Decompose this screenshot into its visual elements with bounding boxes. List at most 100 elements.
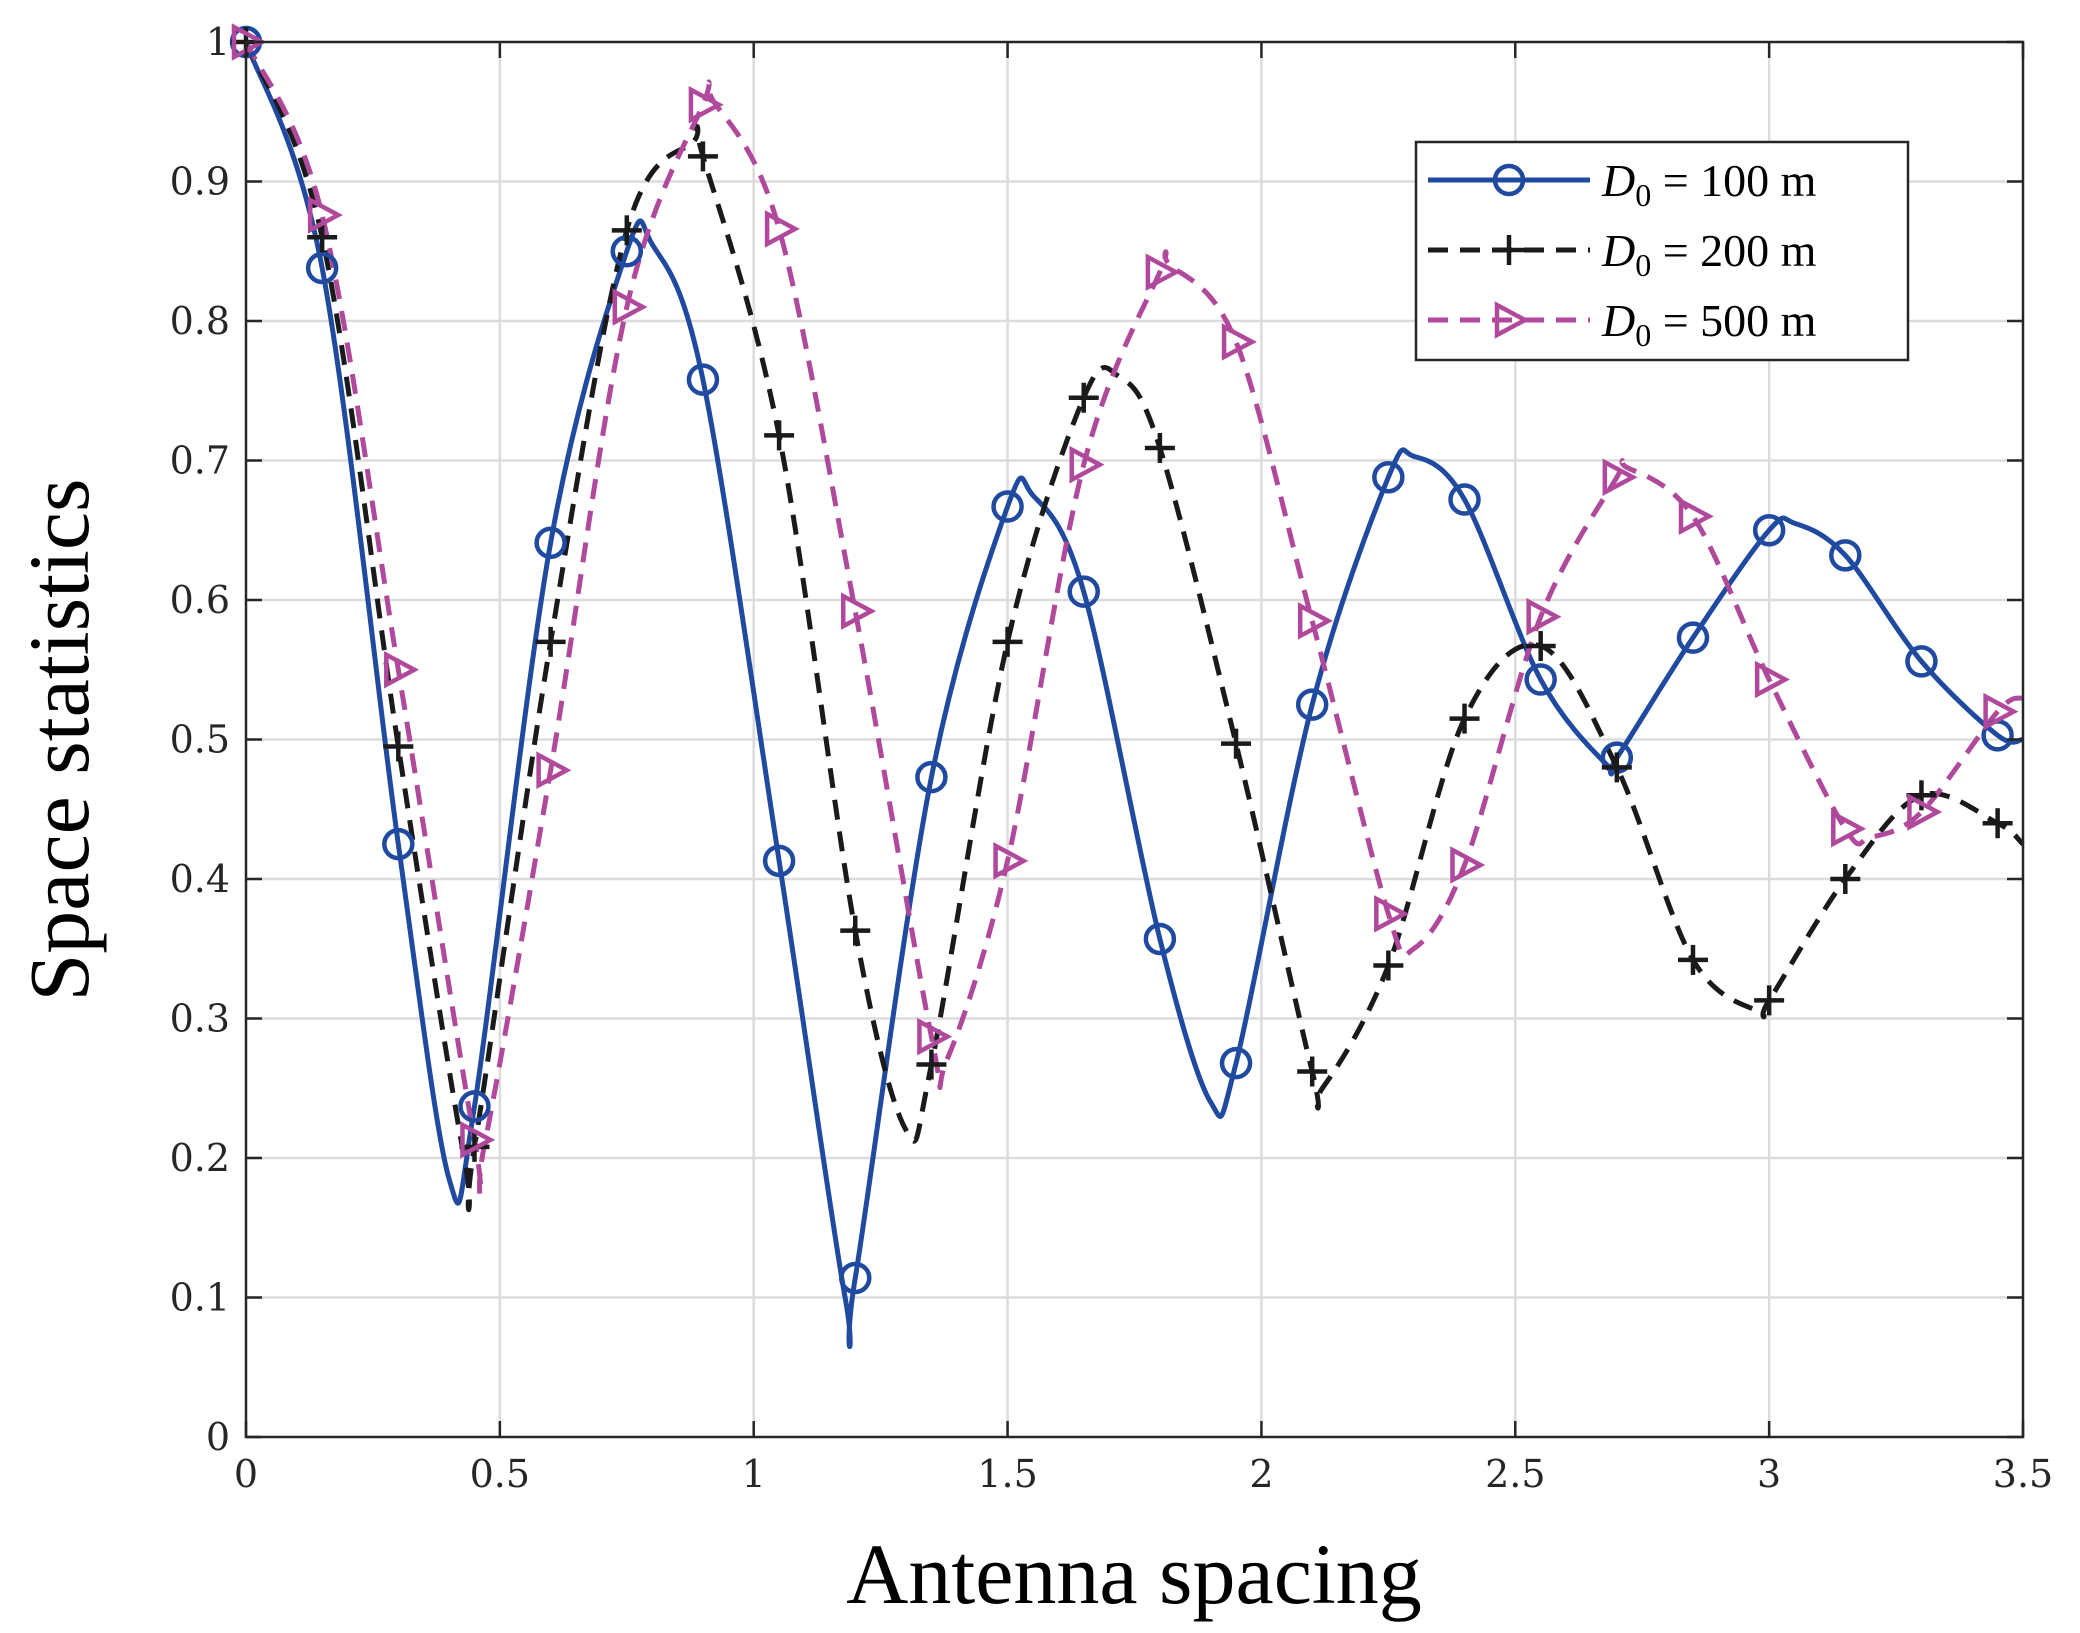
tick-labels: 0 0.5 1 1.5 2 2.5 3 3.5 0 0.1 0.2 0.3 0.4 0.5 0.6 0.7 0.…: [170, 20, 2054, 1496]
x-tick-label: 0.5: [470, 1452, 530, 1496]
data-point-d0--200-m: [1144, 432, 1175, 463]
data-point-d0--100-m: [839, 1261, 872, 1295]
data-point-d0--200-m: [1373, 950, 1404, 981]
data-point-d0--500-m: [1678, 497, 1714, 536]
legend-label-d0--500-m: D0 = 500 m: [1601, 295, 1817, 353]
x-tick-label: 3.5: [1993, 1452, 2053, 1496]
x-tick-label: 1.5: [977, 1452, 1037, 1496]
y-tick-label: 0.5: [170, 718, 230, 762]
data-point-d0--500-m: [231, 23, 267, 61]
y-tick-label: 1: [206, 20, 230, 64]
data-point-d0--500-m: [1221, 323, 1257, 361]
data-point-d0--100-m: [1143, 922, 1177, 956]
data-point-d0--200-m: [992, 626, 1023, 657]
data-point-d0--200-m: [1830, 864, 1861, 894]
data-point-d0--500-m: [307, 196, 343, 234]
y-tick-label: 0.9: [170, 160, 230, 204]
series-markers: [229, 23, 2019, 1295]
y-tick-label: 0.6: [170, 578, 230, 622]
series-line-d0--200-m: [243, 41, 2025, 1213]
data-point-d0--200-m: [1754, 985, 1785, 1016]
data-point-d0--200-m: [383, 731, 414, 762]
data-point-d0--500-m: [1145, 253, 1181, 291]
legend-marker-d0--100-m: [1492, 163, 1526, 197]
grid-lines: [246, 42, 2023, 1437]
data-point-d0--200-m: [1982, 808, 2013, 839]
x-tick-label: 2.5: [1485, 1452, 1545, 1496]
data-point-d0--100-m: [305, 251, 339, 285]
y-tick-label: 0.4: [170, 857, 230, 901]
data-point-d0--200-m: [1449, 703, 1480, 734]
data-point-d0--100-m: [991, 490, 1024, 523]
data-point-d0--500-m: [384, 650, 420, 689]
data-point-d0--500-m: [1602, 458, 1638, 496]
data-point-d0--500-m: [841, 592, 877, 630]
legend-marker-d0--500-m: [1494, 301, 1530, 339]
data-point-d0--100-m: [1676, 621, 1710, 654]
data-point-d0--200-m: [1525, 631, 1556, 662]
data-point-d0--200-m: [535, 626, 566, 657]
y-tick-label: 0.2: [170, 1136, 230, 1180]
data-point-d0--500-m: [1831, 810, 1867, 848]
data-point-d0--500-m: [993, 842, 1029, 880]
data-point-d0--200-m: [916, 1049, 947, 1080]
data-point-d0--200-m: [764, 420, 795, 451]
data-point-d0--500-m: [536, 751, 572, 789]
x-tick-label: 2: [1249, 1452, 1273, 1496]
legend-marker-d0--200-m: [1494, 235, 1524, 265]
data-point-d0--200-m: [1221, 728, 1252, 759]
data-point-d0--100-m: [458, 1090, 491, 1123]
y-axis-title: Space statistics: [11, 478, 107, 1001]
y-tick-label: 0.1: [170, 1276, 230, 1320]
data-point-d0--100-m: [1752, 514, 1786, 547]
axis-ticks: [244, 40, 2025, 1439]
y-tick-label: 0.7: [170, 439, 230, 483]
data-point-d0--100-m: [1905, 645, 1938, 678]
data-point-d0--200-m: [840, 915, 871, 946]
x-tick-label: 1: [742, 1452, 766, 1496]
data-point-d0--100-m: [915, 760, 948, 794]
data-point-d0--200-m: [611, 215, 642, 246]
y-tick-label: 0.3: [170, 997, 230, 1041]
data-point-d0--100-m: [1372, 460, 1405, 494]
data-point-d0--500-m: [1526, 597, 1562, 636]
data-point-d0--500-m: [1374, 895, 1410, 933]
data-point-d0--100-m: [534, 526, 567, 560]
data-point-d0--500-m: [1907, 793, 1943, 831]
data-point-d0--100-m: [1295, 688, 1329, 721]
data-point-d0--200-m: [1677, 944, 1708, 975]
data-point-d0--100-m: [1829, 539, 1862, 572]
data-point-d0--100-m: [1067, 575, 1100, 608]
y-tick-label: 0.8: [170, 299, 230, 343]
data-point-d0--500-m: [1069, 445, 1105, 484]
x-tick-label: 0: [234, 1452, 258, 1496]
series-line-d0--500-m: [243, 40, 2025, 1198]
data-point-d0--100-m: [1448, 483, 1481, 516]
data-point-d0--100-m: [1219, 1046, 1253, 1080]
data-point-d0--100-m: [762, 844, 796, 878]
data-point-d0--200-m: [1297, 1056, 1328, 1087]
data-point-d0--500-m: [612, 288, 648, 326]
data-point-d0--200-m: [307, 222, 338, 253]
data-point-d0--500-m: [764, 210, 800, 248]
x-tick-label: 3: [1757, 1452, 1781, 1496]
data-point-d0--200-m: [1601, 752, 1632, 783]
data-point-d0--500-m: [917, 1017, 953, 1056]
data-point-d0--100-m: [382, 827, 415, 861]
data-point-d0--200-m: [687, 141, 718, 172]
y-tick-label: 0: [206, 1415, 230, 1459]
data-point-d0--500-m: [1983, 692, 2019, 731]
legend: D0 = 100 m D0 = 200 m D0 = 500 m: [1414, 140, 1910, 362]
legend-label-d0--100-m: D0 = 100 m: [1601, 155, 1817, 213]
legend-label-d0--200-m: D0 = 200 m: [1601, 225, 1817, 283]
data-point-d0--500-m: [1450, 846, 1486, 884]
data-point-d0--200-m: [1068, 382, 1099, 413]
data-point-d0--500-m: [1297, 602, 1333, 640]
data-point-d0--100-m: [1524, 663, 1557, 696]
data-point-d0--500-m: [460, 1121, 496, 1159]
x-axis-title: Antenna spacing: [846, 1526, 1422, 1622]
data-point-d0--100-m: [686, 363, 720, 396]
data-point-d0--500-m: [688, 86, 724, 124]
data-point-d0--500-m: [1754, 660, 1790, 699]
